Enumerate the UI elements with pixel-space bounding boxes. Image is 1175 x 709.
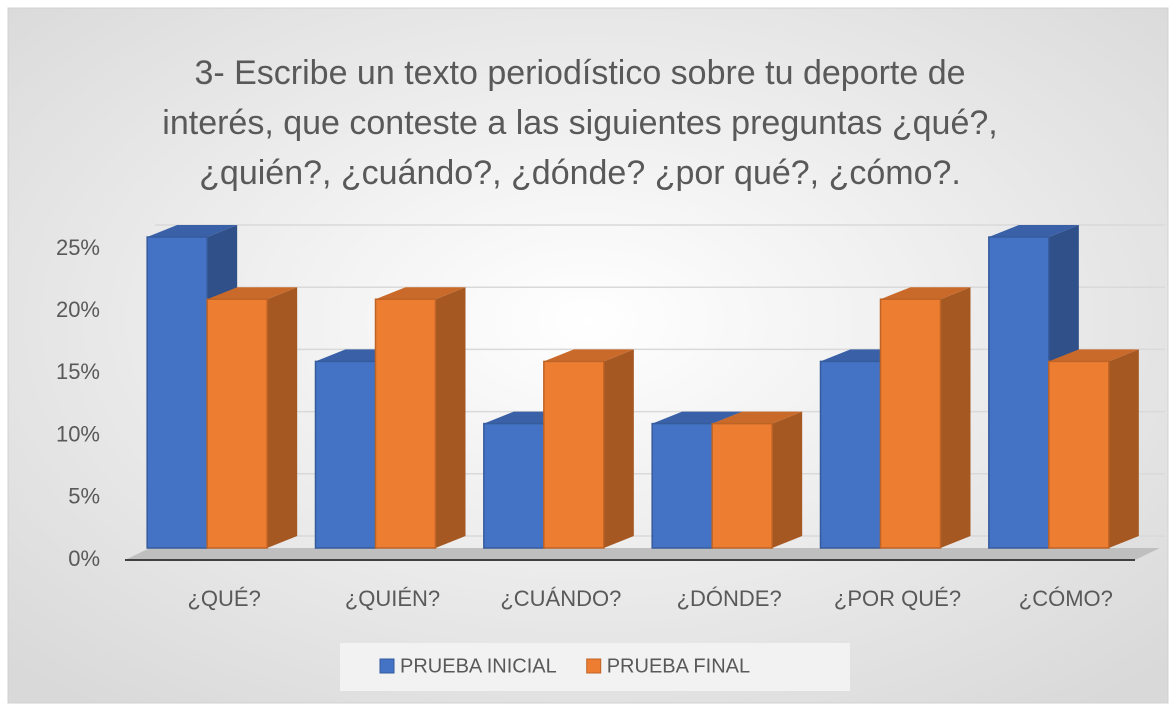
bar-side [940, 287, 971, 548]
bar-top [543, 349, 634, 362]
bar-top [712, 411, 803, 424]
legend-swatch [379, 658, 395, 674]
bar [711, 422, 773, 549]
bar-top [988, 225, 1079, 237]
bar [483, 422, 545, 549]
bar-side [435, 287, 466, 548]
bar [146, 236, 208, 549]
x-tick-label: ¿DÓNDE? [677, 586, 782, 611]
y-tick-label: 25% [56, 235, 100, 260]
bar-top [147, 225, 238, 237]
floor [125, 548, 1160, 560]
bar-top [880, 287, 971, 300]
bar-top [1048, 349, 1139, 362]
y-tick-label: 10% [56, 421, 100, 446]
legend-label: PRUEBA INICIAL [400, 655, 557, 677]
x-tick-label: ¿POR QUÉ? [834, 586, 961, 611]
bar-side [267, 287, 298, 548]
bar [988, 236, 1050, 549]
legend-swatch [586, 658, 602, 674]
bar [1048, 360, 1110, 549]
y-tick-label: 15% [56, 359, 100, 384]
y-tick-label: 5% [68, 484, 100, 509]
bar-side [603, 349, 634, 548]
y-tick-label: 0% [68, 546, 100, 571]
bar-top [375, 287, 466, 300]
bar-top [207, 287, 298, 300]
chart-title: 3- Escribe un texto periodístico sobre t… [194, 54, 965, 92]
bar [819, 360, 882, 549]
bar [374, 298, 437, 549]
bar [206, 298, 268, 549]
bar [879, 298, 942, 549]
chart-title: ¿quién?, ¿cuándo?, ¿dónde? ¿por qué?, ¿c… [199, 154, 961, 192]
x-tick-label: ¿CÓMO? [1019, 586, 1113, 611]
bar [543, 360, 605, 549]
bar-side [1108, 349, 1139, 548]
bar [314, 360, 377, 549]
legend-label: PRUEBA FINAL [607, 655, 750, 677]
x-tick-label: ¿CUÁNDO? [500, 586, 621, 611]
x-tick-label: ¿QUÉ? [187, 586, 260, 611]
bar [651, 422, 713, 549]
x-tick-label: ¿QUIÉN? [345, 586, 440, 611]
chart-title: interés, que conteste a las siguientes p… [162, 104, 997, 142]
bar-side [772, 411, 803, 548]
y-tick-label: 20% [56, 297, 100, 322]
